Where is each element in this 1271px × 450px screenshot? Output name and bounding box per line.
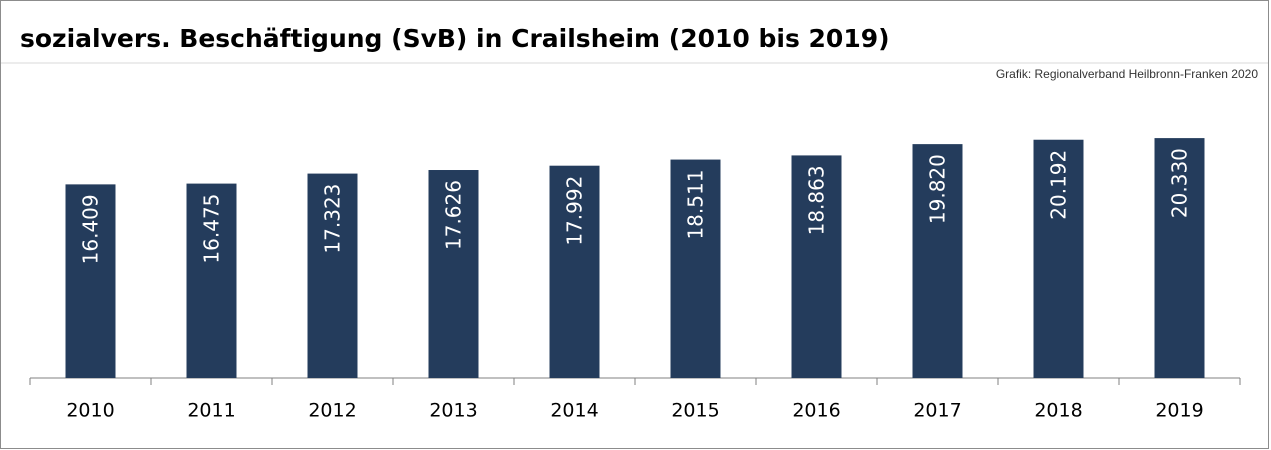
value-label: 19.820 <box>926 154 950 224</box>
bar <box>1033 139 1084 378</box>
bar <box>912 144 963 378</box>
bar <box>670 159 721 378</box>
value-label: 18.863 <box>805 165 829 235</box>
bar <box>549 165 600 378</box>
chart-source: Grafik: Regionalverband Heilbronn-Franke… <box>996 67 1258 81</box>
bar <box>65 184 116 378</box>
value-label: 20.192 <box>1047 150 1071 220</box>
bar <box>428 170 479 378</box>
bar <box>307 173 358 378</box>
value-label: 17.323 <box>321 184 345 254</box>
bar <box>1154 138 1205 378</box>
x-tick-label: 2018 <box>1034 400 1082 422</box>
value-label: 18.511 <box>684 170 708 240</box>
value-label: 20.330 <box>1168 148 1192 218</box>
value-label: 17.626 <box>442 180 466 250</box>
x-tick-label: 2016 <box>792 400 840 422</box>
x-tick-label: 2013 <box>429 400 477 422</box>
x-tick-label: 2019 <box>1155 400 1203 422</box>
x-tick-label: 2012 <box>308 400 356 422</box>
value-label: 16.409 <box>79 194 103 264</box>
x-tick-label: 2015 <box>671 400 719 422</box>
chart-title: sozialvers. Beschäftigung (SvB) in Crail… <box>20 24 890 53</box>
x-tick-label: 2014 <box>550 400 598 422</box>
x-tick-label: 2011 <box>187 400 235 422</box>
bar <box>186 183 237 378</box>
value-label: 17.992 <box>563 176 587 246</box>
value-label: 16.475 <box>200 194 224 264</box>
x-tick-label: 2017 <box>913 400 961 422</box>
bar <box>791 155 842 378</box>
x-tick-label: 2010 <box>66 400 114 422</box>
